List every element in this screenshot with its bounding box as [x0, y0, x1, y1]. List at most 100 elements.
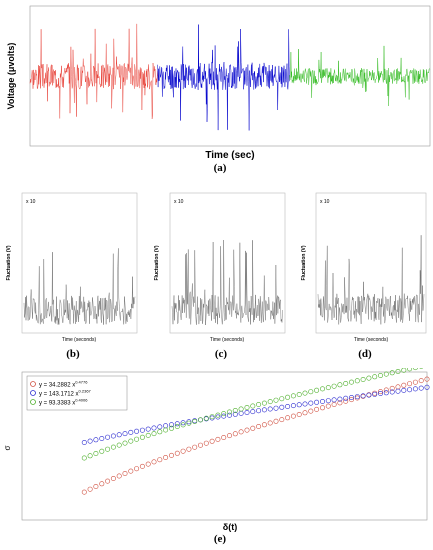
chart-e-point — [418, 385, 424, 391]
panel-a: Time (sec) Voltage (μvolts) (a) — [0, 0, 433, 180]
chart-e-point — [354, 394, 360, 400]
chart-e-point — [122, 440, 128, 446]
panel-d: x 10 Fluctuation (V) Time (seconds) (d) — [296, 185, 433, 365]
chart-e-point — [302, 390, 308, 396]
chart-e-point — [424, 376, 430, 382]
chart-e-point — [348, 397, 354, 403]
chart-e-point — [128, 429, 134, 435]
chart-e-legend-box — [26, 375, 128, 411]
chart-e-point — [110, 476, 116, 482]
chart-e-point — [221, 413, 227, 419]
chart-e-point — [267, 420, 273, 426]
chart-e-point — [354, 378, 360, 384]
chart-e-point — [87, 486, 93, 492]
chart-a-series-2 — [157, 24, 290, 131]
chart-c-legend: x 10 — [174, 199, 184, 205]
chart-e-point — [110, 444, 116, 450]
chart-e-point — [285, 403, 291, 409]
chart-e-point — [250, 403, 256, 409]
chart-e-point — [116, 432, 122, 438]
legend-exp-3: 0.4006 — [75, 398, 88, 403]
chart-e-point — [180, 420, 186, 426]
chart-e-point — [407, 381, 413, 387]
chart-e-point — [145, 432, 151, 438]
chart-e-point — [389, 389, 395, 395]
chart-e-point — [186, 420, 192, 426]
chart-e-point — [401, 367, 407, 373]
chart-e-point — [308, 389, 314, 395]
chart-e-point — [122, 431, 128, 437]
chart-e-point — [337, 382, 343, 388]
chart-e-point — [169, 425, 175, 431]
chart-e-series-group — [81, 362, 430, 495]
chart-e-point — [308, 408, 314, 414]
chart-e: y = 34.2882 x0.4776 y = 143.1712 x0.2367… — [3, 362, 430, 532]
chart-e-point — [139, 434, 145, 440]
chart-e-point — [290, 403, 296, 409]
chart-e-point — [93, 484, 99, 490]
chart-d-xlabel: Time (seconds) — [354, 337, 389, 343]
legend-exp-2: 0.2367 — [79, 389, 92, 394]
chart-e-point — [99, 436, 105, 442]
chart-e-point — [186, 419, 192, 425]
chart-e-point — [250, 409, 256, 415]
chart-e-point — [407, 366, 413, 372]
chart-e-point — [424, 384, 430, 390]
chart-e-xlabel: δ(t) — [223, 522, 237, 532]
chart-a-series-3 — [289, 45, 431, 107]
chart-e-point — [395, 368, 401, 375]
chart-e-point — [314, 406, 320, 412]
chart-a-ylabel: Voltage (μvolts) — [6, 43, 16, 110]
chart-e-point — [279, 404, 285, 410]
chart-e-point — [105, 434, 111, 440]
chart-e-point — [203, 415, 209, 421]
chart-e-point — [145, 426, 151, 432]
chart-e-point — [314, 387, 320, 393]
chart-e-point — [81, 489, 87, 495]
caption-b: (b) — [66, 348, 80, 360]
chart-d: x 10 Fluctuation (V) Time (seconds) — [301, 192, 427, 343]
chart-e-point — [157, 429, 163, 435]
chart-e-point — [348, 394, 354, 400]
chart-e-point — [290, 413, 296, 419]
chart-e-point — [389, 385, 395, 391]
chart-e-point — [116, 473, 122, 479]
chart-e-point — [273, 405, 279, 411]
chart-e-point — [151, 431, 157, 437]
chart-d-series-group — [317, 235, 425, 325]
chart-e-point — [285, 394, 291, 400]
chart-e-point — [244, 409, 250, 415]
chart-e-point — [198, 442, 204, 448]
chart-e-point — [331, 383, 337, 389]
chart-e-point — [401, 382, 407, 388]
chart-e-point — [169, 422, 175, 428]
legend-marker-3 — [30, 399, 36, 405]
legend-label-2: y = 143.1712 x0.2367 — [39, 389, 92, 398]
chart-e-point — [151, 425, 157, 431]
chart-e-point — [157, 424, 163, 430]
chart-e-point — [81, 455, 87, 461]
legend-exp-1: 0.4776 — [75, 380, 88, 385]
chart-e-point — [377, 390, 383, 396]
chart-e-point — [296, 402, 302, 408]
chart-e-point — [285, 415, 291, 421]
chart-e-ylabel: σ — [3, 445, 12, 450]
chart-e-point — [325, 403, 331, 409]
chart-e-point — [360, 393, 366, 399]
chart-e-point — [354, 395, 360, 401]
chart-e-point — [389, 370, 395, 376]
chart-e-point — [139, 463, 145, 469]
chart-e-point — [180, 448, 186, 454]
chart-b: x 10 Fluctuation (V) Time (seconds) — [6, 192, 138, 343]
caption-e: (e) — [213, 533, 227, 545]
chart-b-series-1 — [23, 248, 136, 325]
chart-e-point — [383, 390, 389, 396]
panel-c: x 10 Fluctuation (V) Time (seconds) (c) — [148, 185, 293, 365]
chart-e-point — [302, 401, 308, 407]
caption-c: (c) — [214, 348, 228, 360]
chart-c-frame — [169, 192, 286, 334]
chart-e-point — [209, 415, 215, 421]
chart-e-point — [407, 387, 413, 393]
chart-e-point — [273, 418, 279, 424]
chart-e-point — [134, 436, 140, 442]
